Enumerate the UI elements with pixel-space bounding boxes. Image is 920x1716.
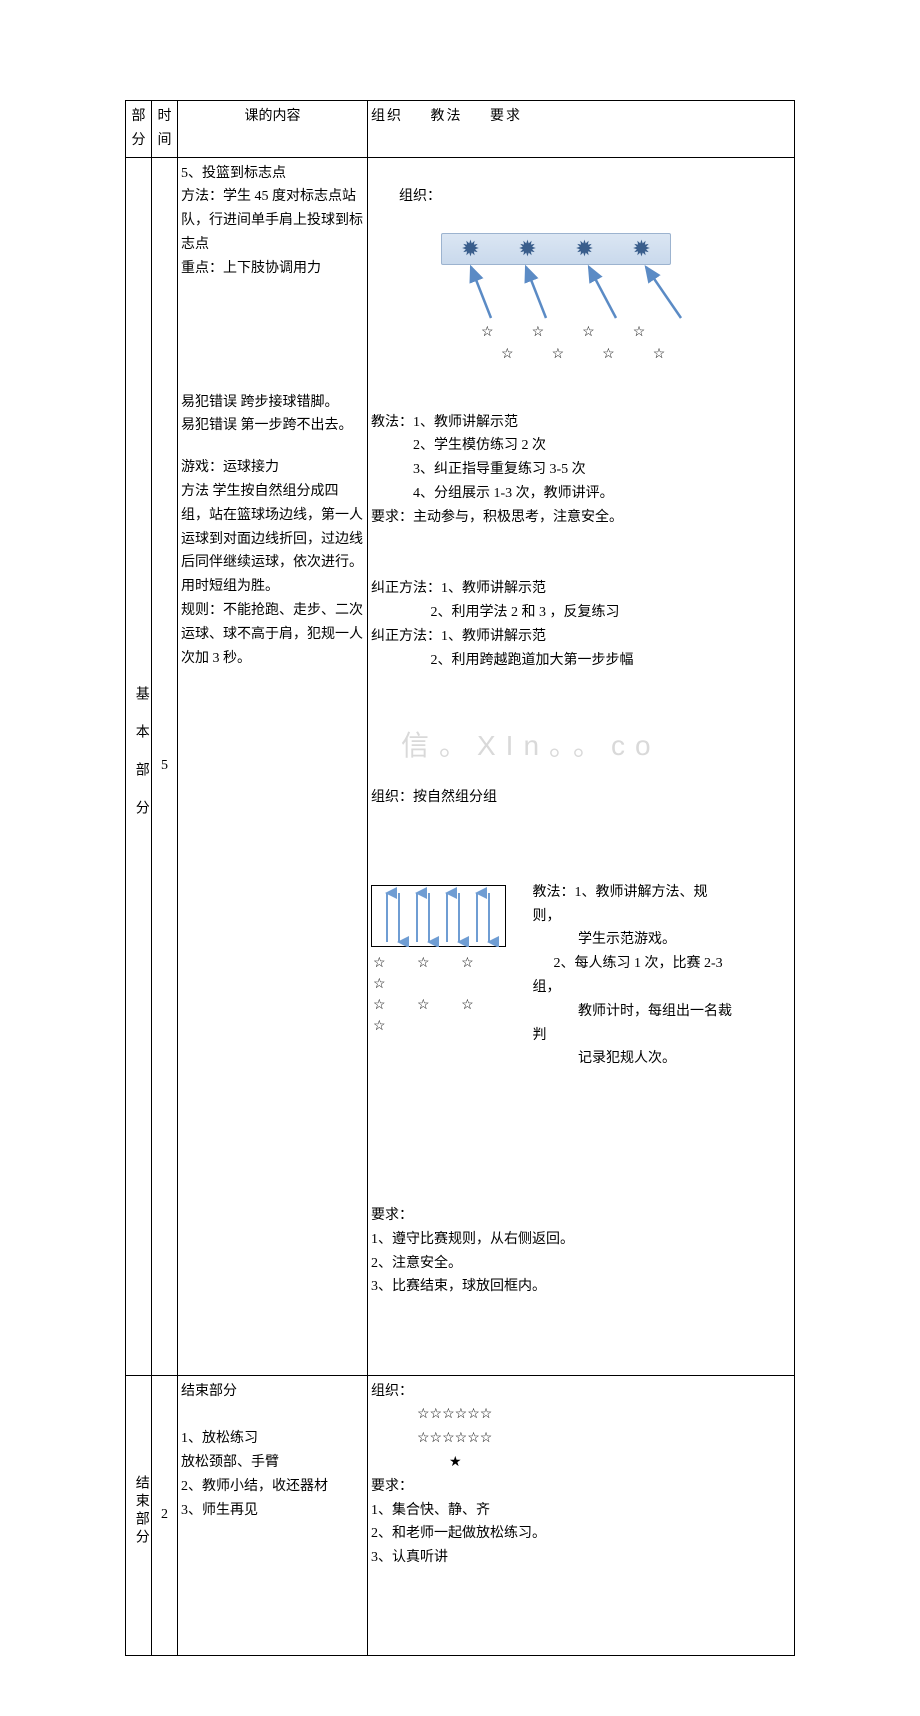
formation-diagram-2: ☆ ☆ ☆ ☆ ☆ ☆ ☆ ☆: [371, 885, 511, 985]
header-time: 时间: [152, 101, 178, 158]
main-time-cell: 5: [152, 157, 178, 1375]
end-content: 结束部分 1、放松练习 放松颈部、手臂 2、教师小结，收还器材 3、师生再见: [181, 1380, 364, 1523]
game-teaching: 教法：1、教师讲解方法、规则， 学生示范游戏。 2、每人练习 1 次，比赛 2-…: [515, 881, 735, 1071]
end-part-row: 结束部分 2 结束部分 1、放松练习 放松颈部、手臂 2、教师小结，收还器材 3…: [126, 1375, 795, 1655]
game-requirements: 要求： 1、遵守比赛规则，从右侧返回。 2、注意安全。 3、比赛结束，球放回框内…: [371, 1204, 791, 1299]
main-part-label-cell: 基本部分: [126, 157, 152, 1375]
spacer: [371, 720, 791, 738]
end-stars-line: ☆☆☆☆☆☆: [371, 1403, 791, 1427]
header-content: 课的内容: [178, 101, 368, 158]
end-teacher-star: ★: [371, 1451, 791, 1475]
star-icon: ☆: [582, 321, 595, 345]
header-org-c: 要求: [490, 109, 522, 124]
page: 部分 时间 课的内容 组织 教法 要求 基本部分 5 5、投篮到标志点 方法：学…: [0, 0, 920, 1716]
teaching-method: 教法：1、教师讲解示范 2、学生模仿练习 2 次 3、纠正指导重复练习 3-5 …: [371, 411, 791, 530]
org-block: 组织： ✹ ✹ ✹ ✹: [371, 162, 791, 1371]
header-org: 组织 教法 要求: [368, 101, 795, 158]
header-org-b: 教法: [431, 109, 463, 124]
game-org-label: 组织：按自然组分组: [371, 786, 791, 810]
lesson-table: 部分 时间 课的内容 组织 教法 要求 基本部分 5 5、投篮到标志点 方法：学…: [125, 100, 795, 1656]
content-errors: 易犯错误 跨步接球错脚。 易犯错误 第一步跨不出去。: [181, 391, 364, 439]
star-icon: ☆: [532, 321, 545, 345]
end-time-cell: 2: [152, 1375, 178, 1655]
content-shooting: 5、投篮到标志点 方法：学生 45 度对标志点站队，行进间单手肩上投球到标志点 …: [181, 162, 364, 281]
main-part-label: 基本部分: [129, 686, 153, 838]
main-content-cell: 5、投篮到标志点 方法：学生 45 度对标志点站队，行进间单手肩上投球到标志点 …: [178, 157, 368, 1375]
org-label: 组织：: [399, 189, 441, 204]
header-org-a: 组织: [371, 109, 403, 124]
star-icon: ☆: [633, 321, 646, 345]
main-part-row: 基本部分 5 5、投篮到标志点 方法：学生 45 度对标志点站队，行进间单手肩上…: [126, 157, 795, 1375]
spacer: [181, 281, 364, 391]
end-part-label-cell: 结束部分: [126, 1375, 152, 1655]
end-requirements: 要求： 1、集合快、静、齐 2、和老师一起做放松练习。 3、认真听讲: [371, 1475, 791, 1570]
star-row-2: ☆ ☆ ☆ ☆: [501, 343, 665, 367]
end-stars-line: ☆☆☆☆☆☆: [371, 1427, 791, 1451]
game-star-row: ☆ ☆ ☆ ☆: [373, 995, 511, 1037]
main-time: 5: [161, 758, 168, 773]
star-icon: ☆: [481, 321, 494, 345]
spacer: [181, 438, 364, 456]
header-part: 部分: [126, 101, 152, 158]
formation-diagram-1: ✹ ✹ ✹ ✹: [421, 233, 771, 363]
target-box: ✹ ✹ ✹ ✹: [441, 233, 671, 265]
relay-arrows: [377, 887, 507, 947]
arrows-svg: [421, 263, 771, 323]
star-icon: ☆: [653, 343, 666, 367]
end-org-cell: 组织： ☆☆☆☆☆☆ ☆☆☆☆☆☆ ★ 要求： 1、集合快、静、齐 2、和老师一…: [368, 1375, 795, 1655]
table-header-row: 部分 时间 课的内容 组织 教法 要求: [126, 101, 795, 158]
end-time: 2: [161, 1507, 168, 1522]
spacer: [371, 1142, 791, 1156]
content-game: 游戏：运球接力 方法 学生按自然组分成四组，站在篮球场边线，第一人运球到对面边线…: [181, 456, 364, 670]
end-part-label: 结束部分: [129, 1475, 153, 1547]
game-star-row: ☆ ☆ ☆ ☆: [373, 953, 511, 995]
end-content-cell: 结束部分 1、放松练习 放松颈部、手臂 2、教师小结，收还器材 3、师生再见: [178, 1375, 368, 1655]
fix-method: 纠正方法：1、教师讲解示范 2、利用学法 2 和 3 ，反复练习 纠正方法：1、…: [371, 577, 791, 672]
game-org-row: ☆ ☆ ☆ ☆ ☆ ☆ ☆ ☆ 教法：1、教师讲解方法、规则， 学生示范游戏。 …: [371, 881, 791, 1071]
game-star-grid: ☆ ☆ ☆ ☆ ☆ ☆ ☆ ☆: [373, 953, 511, 1037]
star-row-1: ☆ ☆ ☆ ☆: [481, 321, 645, 345]
star-icon: ☆: [602, 343, 615, 367]
end-org-label: 组织：: [371, 1380, 791, 1404]
main-org-cell: 组织： ✹ ✹ ✹ ✹: [368, 157, 795, 1375]
star-icon: ☆: [552, 343, 565, 367]
star-icon: ☆: [501, 343, 514, 367]
